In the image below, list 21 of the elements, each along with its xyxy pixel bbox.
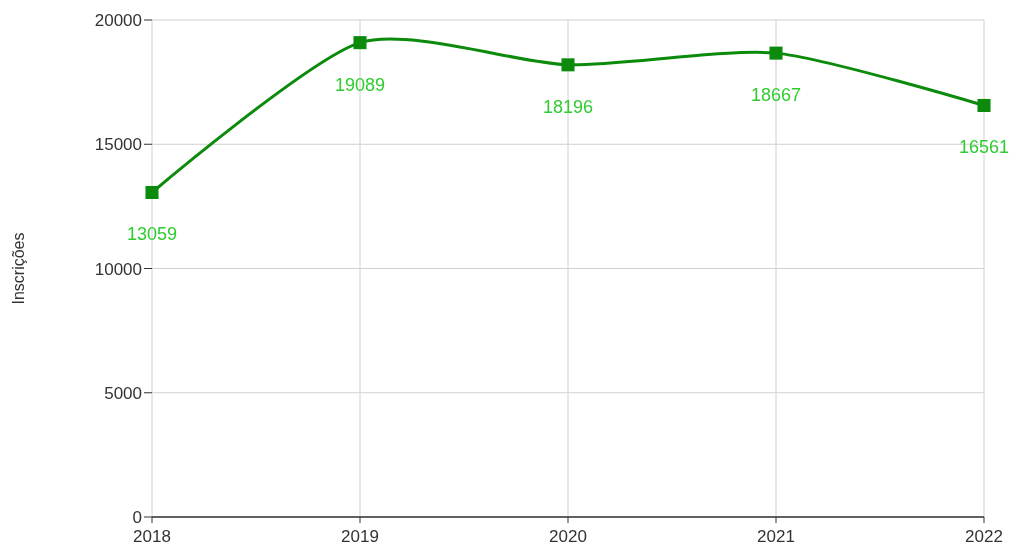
data-label: 19089	[334, 74, 386, 95]
y-tick-label: 15000	[94, 135, 142, 155]
y-axis-title: Inscrições	[10, 232, 27, 305]
y-tick-label: 20000	[94, 11, 142, 30]
data-label: 18667	[750, 85, 802, 106]
point	[353, 36, 367, 50]
point	[561, 58, 575, 72]
point	[769, 46, 783, 60]
x-tick-label: 2020	[549, 527, 587, 546]
x-tick-label: 2022	[965, 527, 1003, 546]
x-tick-label: 2019	[341, 527, 379, 546]
data-label: 16561	[958, 137, 1010, 158]
point	[977, 98, 991, 112]
data-label: 18196	[542, 96, 594, 117]
y-tick-label: 5000	[104, 383, 142, 403]
x-tick-label: 2018	[133, 527, 171, 546]
y-tick-label: 10000	[94, 259, 142, 279]
x-tick-label: 2021	[757, 527, 795, 546]
y-tick-label: 0	[132, 508, 142, 527]
point	[145, 185, 159, 199]
data-label: 13059	[126, 224, 178, 245]
